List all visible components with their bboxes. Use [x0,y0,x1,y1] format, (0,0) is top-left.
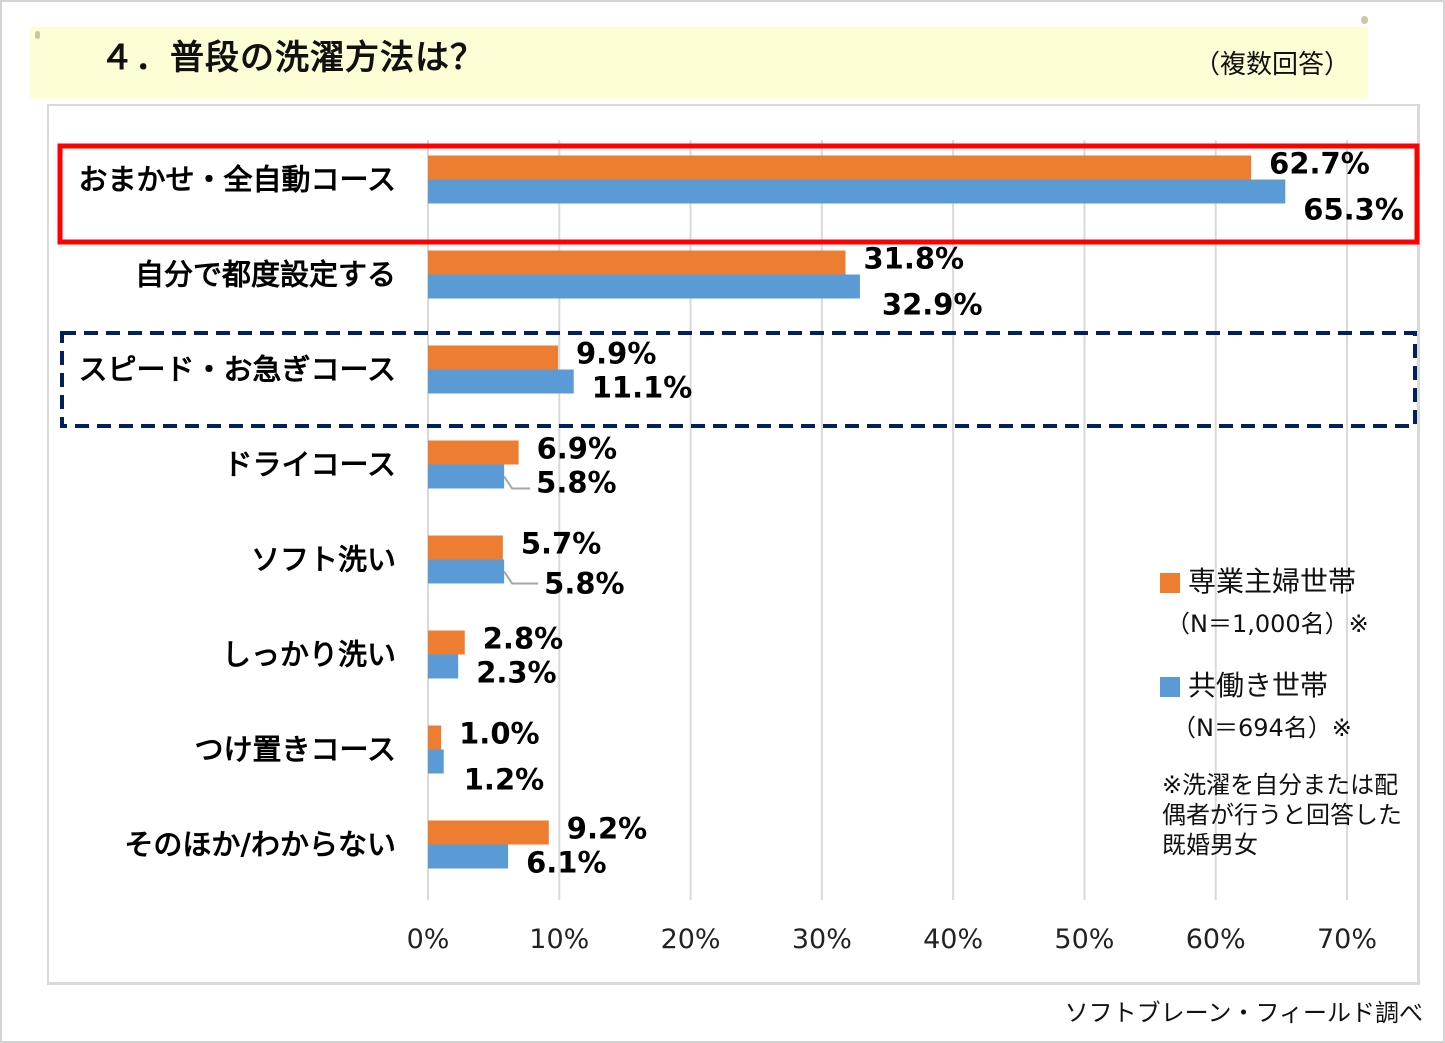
bar-dual-income [428,369,574,394]
bar-housewife [428,725,442,750]
chart-frame [47,104,1420,985]
data-label: 31.8% [863,242,964,276]
category-labels: おまかせ・全自動コース自分で都度設定するスピード・お急ぎコースドライコースソフト… [78,163,396,862]
data-label: 32.9% [882,288,983,322]
data-label: 5.8% [544,567,624,601]
category-label: スピード・お急ぎコース [78,353,396,387]
category-label: しっかり洗い [222,638,396,672]
bar-housewife [428,440,519,465]
bar-dual-income [428,654,459,679]
data-label: 6.1% [526,846,606,880]
footnote: ※洗濯を自分または配偶者が行うと回答した既婚男女 [1162,771,1402,859]
legend-sample-housewife: （N＝1,000名）※ [1166,610,1369,638]
data-label: 9.2% [567,812,647,846]
data-label: 62.7% [1269,147,1370,181]
bar-dual-income [428,274,860,299]
highlight-box-solid [57,143,1420,245]
leader-line [503,570,539,585]
x-tick-label: 50% [1054,924,1114,955]
x-axis-tick-labels: 0% 10% 20% 30% 40% 50% 60% 70% [407,924,1377,955]
x-tick-label: 0% [407,924,450,955]
data-label: 9.9% [576,337,656,371]
legend-sample-dual-income: （N＝694名）※ [1172,714,1352,742]
data-label: 2.3% [476,656,556,690]
bar-housewife [428,535,503,560]
bar-housewife [428,820,549,845]
data-label: 1.2% [464,763,544,797]
leader-line [503,475,531,490]
chart-subtitle: （複数回答） [1193,50,1350,80]
legend-label: 専業主婦世帯 [1188,565,1357,598]
bars [428,155,1286,869]
category-label: ソフト洗い [251,543,396,577]
category-label: そのほか/わからない [124,828,396,862]
data-label: 11.1% [592,371,693,405]
legend-swatch-blue [1160,677,1180,697]
category-label: おまかせ・全自動コース [78,163,396,197]
x-tick-label: 60% [1186,924,1246,955]
bar-dual-income [428,844,509,869]
x-tick-label: 10% [529,924,589,955]
legend-swatch-orange [1160,573,1180,593]
bar-dual-income [428,559,505,584]
bar-dual-income [428,464,505,489]
data-label: 6.9% [537,432,617,466]
legend-label: 共働き世帯 [1188,669,1329,702]
source-credit: ソフトブレーン・フィールド調べ [1064,999,1423,1027]
category-label: つけ置きコース [194,733,396,767]
data-label: 2.8% [483,622,563,656]
legend-item-dual-income: 共働き世帯 [1160,664,1328,704]
x-tick-label: 20% [661,924,721,955]
bar-housewife [428,630,465,655]
value-labels: 62.7%65.3%31.8%32.9%9.9%11.1%6.9%5.8%5.7… [459,147,1404,880]
data-label: 5.8% [536,466,616,500]
bar-dual-income [428,749,444,774]
highlight-boxes [57,143,1420,428]
title-band-corner-left [35,31,40,39]
title-band-corner-right [1361,16,1368,24]
bar-dual-income [428,179,1286,204]
bar-housewife [428,250,846,275]
x-tick-label: 70% [1317,924,1377,955]
category-label: 自分で都度設定する [135,258,396,292]
leader-lines [503,475,539,585]
legend-item-housewife: 専業主婦世帯 [1160,560,1356,600]
data-label: 5.7% [521,527,601,561]
bar-housewife [428,155,1252,180]
title-band [30,27,1368,99]
x-tick-label: 40% [923,924,983,955]
category-label: ドライコース [223,448,396,482]
bar-housewife [428,345,558,370]
x-tick-label: 30% [792,924,852,955]
data-label: 1.0% [459,717,539,751]
chart-title: ４．普段の洗濯方法は？ [100,38,485,78]
highlight-box-dashed [60,331,1417,428]
data-label: 65.3% [1303,193,1404,227]
